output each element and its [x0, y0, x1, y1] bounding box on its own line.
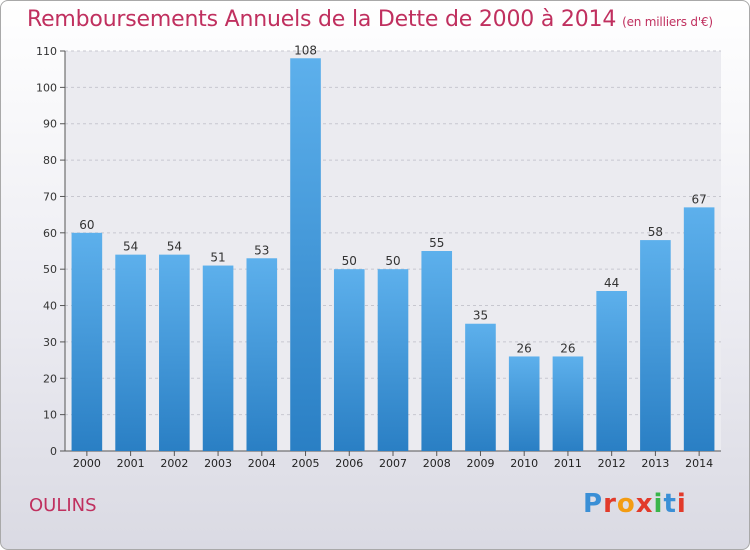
logo-letter: i — [653, 489, 664, 519]
bar-value-label: 60 — [79, 218, 94, 232]
bar-value-label: 50 — [385, 254, 400, 268]
x-tick-label: 2006 — [335, 457, 363, 470]
bar — [115, 254, 146, 451]
x-tick-label: 2002 — [160, 457, 188, 470]
y-tick-label: 10 — [43, 409, 57, 422]
bar — [465, 323, 496, 451]
bar-value-label: 55 — [429, 236, 444, 250]
x-tick-label: 2008 — [423, 457, 451, 470]
x-tick-label: 2007 — [379, 457, 407, 470]
x-tick-label: 2009 — [466, 457, 494, 470]
y-tick-label: 110 — [36, 45, 57, 58]
bar — [71, 232, 103, 451]
proxiti-logo: Proxiti — [583, 489, 687, 519]
logo-letter: P — [583, 489, 604, 519]
y-tick-label: 80 — [43, 154, 57, 167]
bar — [508, 356, 540, 451]
x-tick-label: 2005 — [292, 457, 320, 470]
logo-letter: x — [635, 489, 654, 519]
bar — [159, 254, 190, 451]
x-tick-label: 2000 — [73, 457, 101, 470]
bar — [290, 58, 321, 451]
bar-value-label: 67 — [691, 192, 706, 206]
bar-value-label: 54 — [123, 240, 138, 254]
bar-value-label: 51 — [210, 251, 225, 265]
y-tick-label: 0 — [50, 445, 57, 458]
bar-value-label: 26 — [517, 341, 532, 355]
y-tick-label: 70 — [43, 190, 57, 203]
bar — [596, 291, 627, 451]
y-tick-label: 50 — [43, 263, 57, 276]
y-tick-label: 60 — [43, 227, 57, 240]
x-tick-label: 2012 — [598, 457, 626, 470]
bar — [640, 240, 671, 451]
y-tick-label: 40 — [43, 300, 57, 313]
bar — [421, 251, 453, 451]
y-tick-label: 100 — [36, 81, 57, 94]
logo-letter: r — [603, 489, 617, 519]
bar-value-label: 50 — [342, 254, 357, 268]
commune-name: OULINS — [29, 495, 97, 516]
bar-value-label: 108 — [294, 43, 317, 57]
bar — [377, 269, 409, 451]
y-tick-label: 30 — [43, 336, 57, 349]
chart-title-text: Remboursements Annuels de la Dette de 20… — [27, 7, 617, 32]
bar-value-label: 53 — [254, 243, 269, 257]
bar — [246, 258, 278, 451]
x-tick-label: 2001 — [117, 457, 145, 470]
bar — [552, 356, 584, 451]
x-tick-label: 2010 — [510, 457, 538, 470]
x-tick-label: 2011 — [554, 457, 582, 470]
y-tick-label: 20 — [43, 372, 57, 385]
bar — [333, 269, 365, 451]
bar-value-label: 26 — [560, 341, 575, 355]
x-tick-label: 2013 — [641, 457, 669, 470]
bar-value-label: 44 — [604, 276, 619, 290]
logo-letter: t — [663, 489, 677, 519]
bar-value-label: 35 — [473, 309, 488, 323]
bar — [683, 207, 715, 451]
bar — [202, 265, 234, 451]
chart-title: Remboursements Annuels de la Dette de 20… — [27, 7, 713, 32]
logo-letter: o — [616, 489, 636, 519]
x-tick-label: 2003 — [204, 457, 232, 470]
logo-letter: i — [676, 489, 687, 519]
bar-value-label: 54 — [167, 240, 182, 254]
x-tick-label: 2014 — [685, 457, 713, 470]
chart-subtitle: (en milliers d'€) — [622, 15, 713, 29]
x-tick-label: 2004 — [248, 457, 276, 470]
bar-value-label: 58 — [648, 225, 663, 239]
y-tick-label: 90 — [43, 118, 57, 131]
